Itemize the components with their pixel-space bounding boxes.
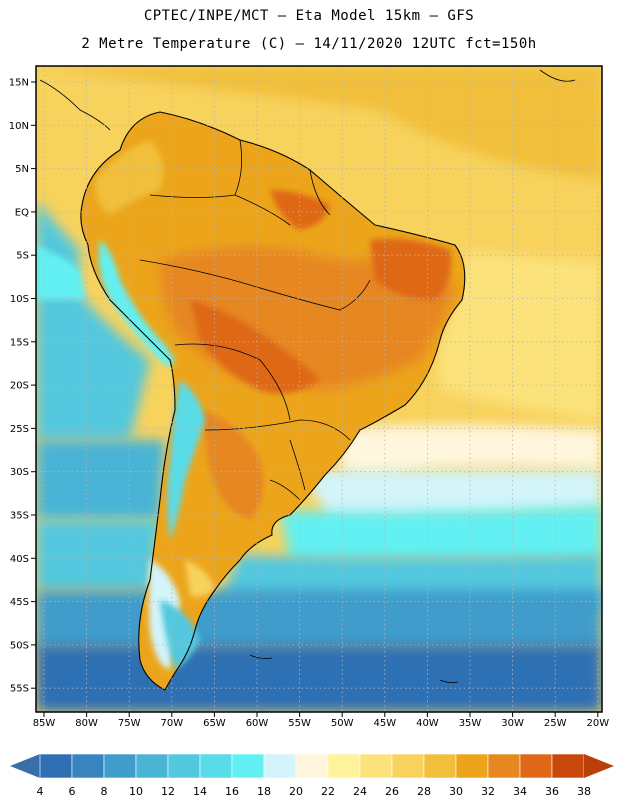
coastline [80, 111, 466, 691]
lon-tick-label: 60W [246, 718, 269, 729]
lon-tick-label: 55W [288, 718, 311, 729]
country-borders [139, 139, 371, 501]
colorbar-label: 20 [289, 785, 303, 798]
colorbar-label: 22 [321, 785, 335, 798]
ocean-pacific-coastal [36, 245, 86, 300]
colorbar: 4 6 8 10 12 14 16 18 20 22 24 26 28 30 32 34 36 38 [10, 753, 614, 798]
colorbar-swatch [39, 753, 73, 779]
colorbar-swatch [295, 753, 329, 779]
colorbar-label: 4 [37, 785, 44, 798]
colorbar-swatch [359, 753, 393, 779]
colorbar-swatch [391, 753, 425, 779]
lat-tick-label: 40S [10, 554, 29, 565]
hotspot-central-west [190, 300, 320, 394]
colorbar-swatch [135, 753, 169, 779]
hotspot-northeast [370, 238, 451, 300]
lat-tick-label: 45S [10, 597, 29, 608]
colorbar-label: 16 [225, 785, 239, 798]
lon-tick-label: 25W [544, 718, 567, 729]
ocean-south-atlantic-warm [438, 250, 602, 420]
andes-chile-cold [167, 380, 205, 540]
colorbar-swatch [103, 753, 137, 779]
colorbar-label: 6 [69, 785, 76, 798]
colorbar-swatch [199, 753, 233, 779]
lat-tick-label: 20S [10, 381, 29, 392]
lat-tick-label: 5N [15, 164, 29, 175]
ocean-atlantic-band-22 [340, 425, 602, 475]
lat-tick-label: EQ [15, 207, 29, 218]
lat-tick-label: 10S [10, 294, 29, 305]
colorbar-swatch [519, 753, 553, 779]
colorbar-swatch [71, 753, 105, 779]
colorbar-swatch [167, 753, 201, 779]
colorbar-label: 8 [101, 785, 108, 798]
colorbar-swatch [487, 753, 521, 779]
ocean-pacific-mid [36, 440, 165, 520]
colorbar-left-arrow [10, 754, 40, 778]
colorbar-label: 10 [129, 785, 143, 798]
lon-tick-label: 75W [118, 718, 141, 729]
colorbar-label: 30 [449, 785, 463, 798]
colorbar-swatch [551, 753, 585, 779]
ocean-band-6 [36, 645, 602, 712]
colorbar-label: 36 [545, 785, 559, 798]
lat-tick-label: 15N [9, 78, 29, 89]
lat-tick-label: 5S [16, 251, 29, 262]
andes-peru-cold [98, 240, 175, 366]
ocean-band-14 [36, 520, 602, 610]
lon-tick-label: 40W [416, 718, 439, 729]
lon-tick-label: 50W [331, 718, 354, 729]
colorbar-swatch [423, 753, 457, 779]
lat-tick-label: 10N [9, 121, 29, 132]
ocean-atlantic-band-16 [280, 505, 602, 560]
colorbar-swatch [231, 753, 265, 779]
chart-title-line1: CPTEC/INPE/MCT – Eta Model 15km – GFS [143, 8, 475, 24]
colorbar-swatch [327, 753, 361, 779]
colorbar-label: 38 [577, 785, 591, 798]
lon-tick-label: 20W [586, 718, 609, 729]
colorbar-label: 26 [385, 785, 399, 798]
lat-tick-label: 15S [10, 337, 29, 348]
lon-tick-label: 65W [203, 718, 226, 729]
colorbar-label: 18 [257, 785, 271, 798]
colorbar-swatch [455, 753, 489, 779]
andes-north-cool [95, 140, 164, 215]
lon-tick-label: 85W [33, 718, 56, 729]
hotspot-argentina [200, 410, 264, 520]
lat-tick-label: 25S [10, 424, 29, 435]
colorbar-label: 24 [353, 785, 367, 798]
lat-tick-label: 55S [10, 684, 29, 695]
latitude-axis: 15N 10N 5N EQ 5S 10S 15S 20S 25S 30S 35S 40S 45S 50S 5… [9, 78, 36, 695]
lon-tick-label: 70W [160, 718, 183, 729]
islands [39, 69, 576, 684]
ocean-atlantic-band-18 [300, 470, 602, 520]
lon-tick-label: 30W [501, 718, 524, 729]
colorbar-swatch [263, 753, 297, 779]
lon-tick-label: 45W [373, 718, 396, 729]
longitude-axis: 85W 80W 75W 70W 65W 60W 55W 50W 45W 40W 35W 30W 25W 2… [33, 712, 609, 729]
map-field [36, 66, 602, 712]
patagonia-south-cold [160, 600, 200, 670]
chart-title-line2: 2 Metre Temperature (C) – 14/11/2020 12U… [81, 36, 537, 52]
patagonia-east-warm [185, 560, 215, 597]
lat-tick-label: 50S [10, 640, 29, 651]
colorbar-right-arrow [584, 754, 614, 778]
lon-tick-label: 80W [75, 718, 98, 729]
ocean-band-10 [36, 590, 602, 650]
colorbar-label: 34 [513, 785, 527, 798]
ocean-warm-caribbean [36, 66, 602, 180]
colorbar-label: 14 [193, 785, 207, 798]
map-frame [35, 65, 603, 713]
lat-tick-label: 35S [10, 511, 29, 522]
lon-tick-label: 35W [459, 718, 482, 729]
lat-tick-label: 30S [10, 467, 29, 478]
colorbar-label: 28 [417, 785, 431, 798]
colorbar-label: 12 [161, 785, 175, 798]
colorbar-label: 32 [481, 785, 495, 798]
